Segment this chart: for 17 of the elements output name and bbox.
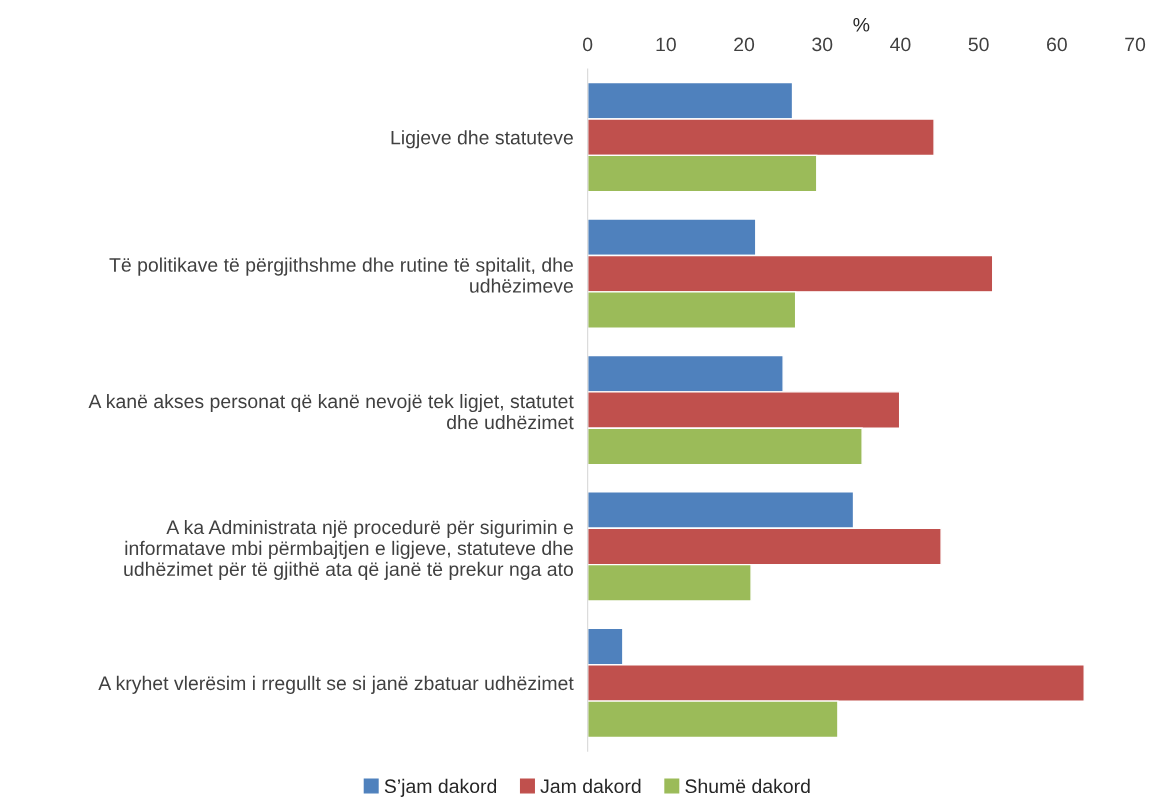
y-tick-label: A ka Administrata një procedurë për sigurimin e informatave mbi përmbajtjen e ligjeve, statuteve dhe udhëzimet për të gjithë ata që janë të prekur nga ato bbox=[124, 519, 573, 580]
x-tick-label: 60 bbox=[1047, 37, 1067, 52]
y-tick-label: A kanë akses personat që kanë nevojë tek ligjet, statutet dhe udhëzimet bbox=[88, 393, 574, 430]
y-tick-label: Të politikave të përgjithshme dhe rutine të spitalit, dhe udhëzimeve bbox=[109, 257, 573, 293]
x-tick-label: 30 bbox=[812, 37, 833, 52]
x-tick-label: 50 bbox=[968, 37, 989, 52]
legend-label: S’jam dakord bbox=[384, 778, 497, 797]
y-tick-label: A kryhet vlerësim i rregullt se si janë zbatuar udhëzimet bbox=[98, 675, 574, 694]
y-tick-label: Ligjeve dhe statuteve bbox=[391, 130, 573, 149]
x-tick-label: 70 bbox=[1125, 37, 1146, 52]
x-tick-label: 20 bbox=[734, 37, 755, 52]
x-axis-title: % bbox=[853, 17, 870, 32]
x-tick-label: 40 bbox=[890, 37, 911, 52]
legend-label: Shumë dakord bbox=[685, 778, 810, 794]
legend-label: Jam dakord bbox=[540, 778, 641, 794]
x-tick-label: 10 bbox=[656, 37, 676, 52]
x-tick-label: 0 bbox=[583, 37, 593, 52]
